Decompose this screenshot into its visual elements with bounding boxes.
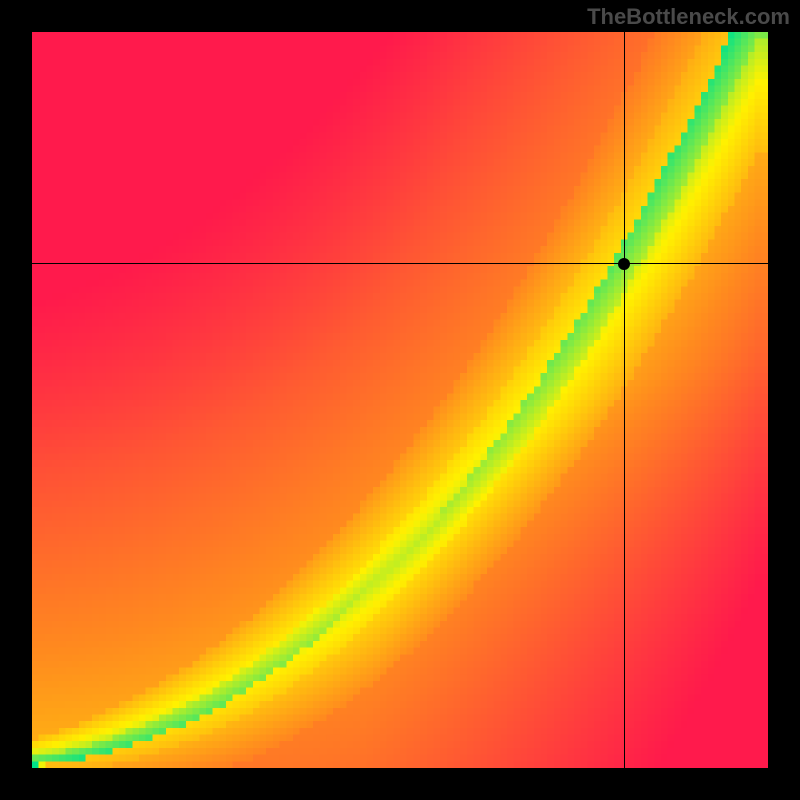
crosshair-vertical <box>624 32 625 768</box>
plot-area <box>32 32 768 768</box>
watermark-text: TheBottleneck.com <box>587 4 790 30</box>
heatmap-canvas <box>32 32 768 768</box>
crosshair-marker <box>618 258 630 270</box>
crosshair-horizontal <box>32 263 768 264</box>
chart-container: TheBottleneck.com <box>0 0 800 800</box>
